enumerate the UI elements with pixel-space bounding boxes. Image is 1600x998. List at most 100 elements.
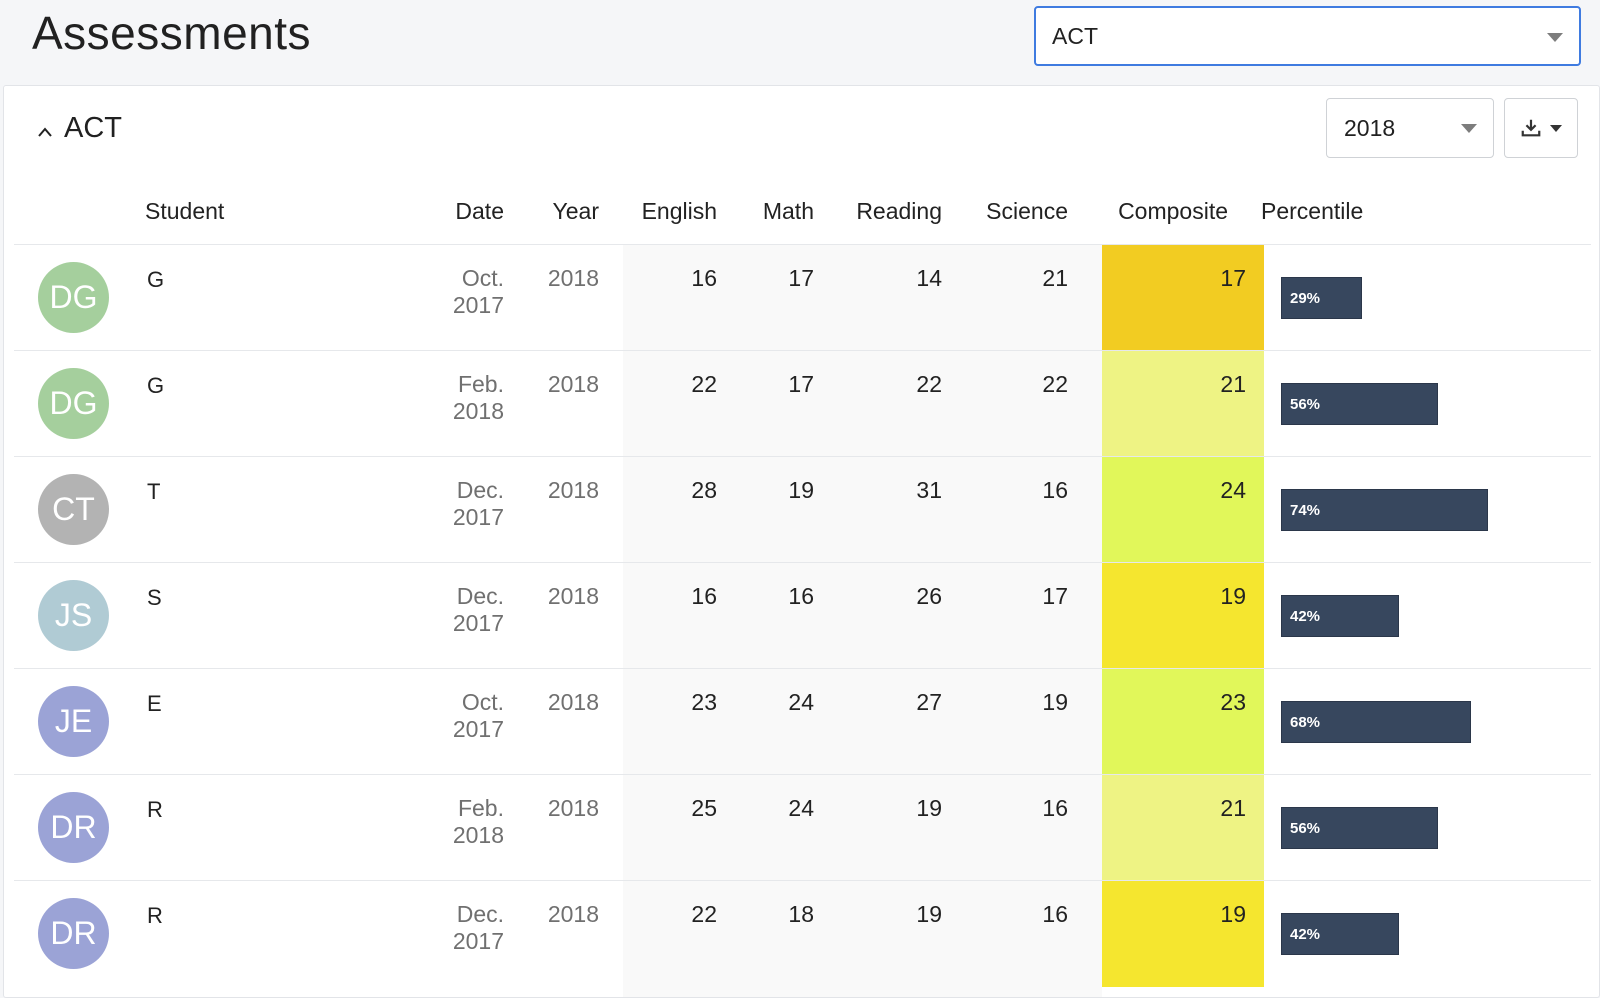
cell-reading: 26 xyxy=(916,583,942,609)
percentile-bar: 56% xyxy=(1281,807,1438,849)
composite-value: 19 xyxy=(1220,901,1246,927)
table-row[interactable]: DG G Feb. 2018 2018 22 17 22 22 21 56% xyxy=(14,350,1591,457)
cell-science: 21 xyxy=(1042,265,1068,291)
col-math[interactable]: Math xyxy=(762,198,814,224)
percentile-bar: 74% xyxy=(1281,489,1488,531)
composite-value: 23 xyxy=(1220,689,1246,715)
table-row[interactable]: JE E Oct. 2017 2018 23 24 27 19 23 68% xyxy=(14,668,1591,775)
cell-date: Oct. 2017 xyxy=(452,689,504,742)
cell-reading: 14 xyxy=(916,265,942,291)
cell-composite: 19 xyxy=(1102,881,1264,987)
assessment-select[interactable]: ACT xyxy=(1034,6,1581,66)
cell-english: 16 xyxy=(691,265,717,291)
download-button[interactable] xyxy=(1504,98,1578,158)
composite-value: 24 xyxy=(1220,477,1246,503)
cell-year: 2018 xyxy=(547,265,599,291)
cell-date: Feb. 2018 xyxy=(452,795,504,848)
cell-science: 16 xyxy=(1042,901,1068,927)
cell-reading: 27 xyxy=(916,689,942,715)
chevron-down-icon xyxy=(1461,124,1477,133)
percentile-bar: 42% xyxy=(1281,913,1399,955)
cell-year: 2018 xyxy=(547,583,599,609)
col-date[interactable]: Date xyxy=(455,198,504,224)
student-name[interactable]: S xyxy=(147,585,162,610)
col-student[interactable]: Student xyxy=(145,198,225,224)
download-icon xyxy=(1521,119,1541,137)
col-english[interactable]: English xyxy=(641,198,717,224)
cell-english: 25 xyxy=(691,795,717,821)
chevron-down-icon xyxy=(1550,124,1562,132)
percentile-bar: 42% xyxy=(1281,595,1399,637)
cell-science: 16 xyxy=(1042,795,1068,821)
cell-english: 22 xyxy=(691,371,717,397)
cell-english: 28 xyxy=(691,477,717,503)
cell-year: 2018 xyxy=(547,901,599,927)
cell-year: 2018 xyxy=(547,371,599,397)
col-science[interactable]: Science xyxy=(986,198,1068,224)
cell-year: 2018 xyxy=(547,477,599,503)
page-title: Assessments xyxy=(32,7,312,59)
cell-composite: 21 xyxy=(1102,775,1264,881)
cell-math: 24 xyxy=(788,795,814,821)
student-name[interactable]: R xyxy=(147,903,163,928)
avatar: JS xyxy=(38,580,109,651)
percentile-bar: 56% xyxy=(1281,383,1438,425)
table-row[interactable]: DG G Oct. 2017 2018 16 17 14 21 17 29% xyxy=(14,244,1591,351)
col-percentile[interactable]: Percentile xyxy=(1261,198,1364,224)
cell-date: Dec. 2017 xyxy=(452,901,504,954)
percentile-bar: 29% xyxy=(1281,277,1362,319)
table-header: Student Date Year English Math Reading S… xyxy=(4,186,1599,244)
cell-science: 17 xyxy=(1042,583,1068,609)
col-year[interactable]: Year xyxy=(552,198,599,224)
cell-math: 19 xyxy=(788,477,814,503)
chevron-down-icon xyxy=(1547,33,1563,42)
composite-value: 21 xyxy=(1220,795,1246,821)
collapse-chevron-icon[interactable] xyxy=(30,117,60,147)
cell-reading: 19 xyxy=(916,795,942,821)
cell-year: 2018 xyxy=(547,795,599,821)
composite-value: 21 xyxy=(1220,371,1246,397)
cell-science: 19 xyxy=(1042,689,1068,715)
cell-composite: 21 xyxy=(1102,351,1264,457)
cell-math: 17 xyxy=(788,265,814,291)
table-row[interactable]: DR R Feb. 2018 2018 25 24 19 16 21 56% xyxy=(14,774,1591,881)
composite-value: 19 xyxy=(1220,583,1246,609)
avatar: JE xyxy=(38,686,109,757)
table-row[interactable]: DR R Dec. 2017 2018 22 18 19 16 19 42% xyxy=(14,880,1591,987)
cell-english: 22 xyxy=(691,901,717,927)
student-name[interactable]: G xyxy=(147,373,165,398)
cell-composite: 17 xyxy=(1102,245,1264,351)
year-select[interactable]: 2018 xyxy=(1326,98,1494,158)
cell-math: 17 xyxy=(788,371,814,397)
col-composite[interactable]: Composite xyxy=(1118,198,1228,224)
cell-composite: 24 xyxy=(1102,457,1264,563)
cell-date: Dec. 2017 xyxy=(452,477,504,530)
cell-english: 23 xyxy=(691,689,717,715)
cell-reading: 19 xyxy=(916,901,942,927)
avatar: DG xyxy=(38,368,109,439)
avatar: DR xyxy=(38,898,109,969)
cell-math: 16 xyxy=(788,583,814,609)
col-reading[interactable]: Reading xyxy=(856,198,942,224)
cell-composite: 19 xyxy=(1102,563,1264,669)
assessment-card: ACT 2018 Student Date Year English Math … xyxy=(3,85,1600,998)
percentile-bar: 68% xyxy=(1281,701,1471,743)
student-name[interactable]: T xyxy=(147,479,161,504)
cell-math: 18 xyxy=(788,901,814,927)
composite-value: 17 xyxy=(1220,265,1246,291)
cell-science: 16 xyxy=(1042,477,1068,503)
scores-background xyxy=(623,245,1102,997)
student-name[interactable]: G xyxy=(147,267,165,292)
student-name[interactable]: R xyxy=(147,797,163,822)
cell-composite: 23 xyxy=(1102,669,1264,775)
cell-reading: 31 xyxy=(916,477,942,503)
table-row[interactable]: JS S Dec. 2017 2018 16 16 26 17 19 42% xyxy=(14,562,1591,669)
avatar: CT xyxy=(38,474,109,545)
cell-english: 16 xyxy=(691,583,717,609)
cell-date: Dec. 2017 xyxy=(452,583,504,636)
assessment-select-value: ACT xyxy=(1052,22,1098,49)
cell-reading: 22 xyxy=(916,371,942,397)
student-name[interactable]: E xyxy=(147,691,162,716)
table-row[interactable]: CT T Dec. 2017 2018 28 19 31 16 24 74% xyxy=(14,456,1591,563)
avatar: DG xyxy=(38,262,109,333)
